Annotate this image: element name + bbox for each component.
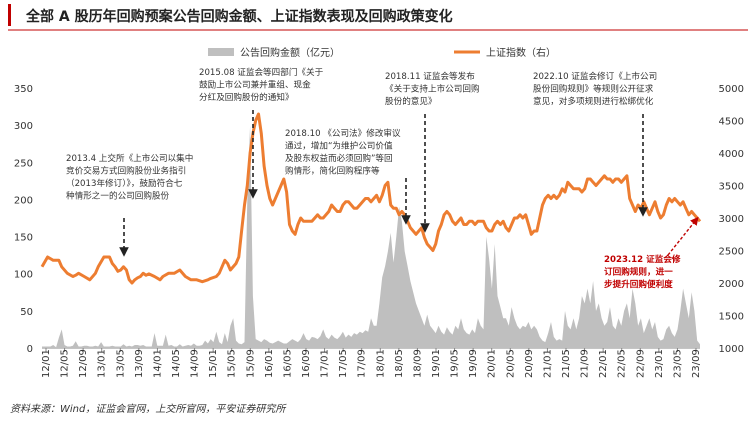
y-right-tick-label: 1500 [719,312,744,323]
x-tick-label: 23/05 [672,349,683,378]
annotation-text-line: 步提升回购便利度 [604,278,673,290]
annotation-text-line: 竞价交易方式回购股份业务指引 [66,165,186,177]
annotation-text-line: 2022.10 证监会修订《上市公司 [533,70,657,82]
annotation-text-line: 种情形之一的公司回购股份 [66,190,170,202]
annotation-text-line: （2013年修订）》，鼓励符合七 [66,177,183,189]
y-left-tick-label: 250 [14,158,33,169]
annotation-text-line: 2023.12 证监会修 [604,253,681,265]
title-accent-bar [8,4,11,26]
y-right-tick-label: 1000 [719,344,744,355]
x-tick-label: 18/09 [412,349,423,378]
series-area-buyback [42,125,700,348]
series-line-sse-index [40,112,702,285]
annotations: 2013.4 上交所《上市公司以集中竞价交易方式回购股份业务指引（2013年修订… [66,66,699,290]
x-tick-label: 16/09 [301,349,312,378]
annotation-text-line: 鼓励上市公司兼并重组、现金 [199,79,311,91]
x-tick-label: 21/09 [580,349,591,378]
x-tick-label: 21/01 [542,349,553,378]
x-tick-label: 19/09 [468,349,479,378]
x-tick-label: 14/09 [190,349,201,378]
y-right-tick-label: 2000 [719,279,744,290]
x-tick-label: 18/05 [394,349,405,378]
x-tick-label: 23/01 [654,349,665,378]
y-left-tick-label: 150 [14,233,33,244]
y-left-tick-label: 300 [14,121,33,132]
axes: 0 50 100 150 200 250 300 350 1000 1500 2000 2500 300… [14,84,744,378]
x-tick-label: 19/05 [450,349,461,378]
x-tick-label: 19/01 [431,349,442,378]
x-tick-label: 14/01 [152,349,163,378]
x-tick-label: 15/05 [227,349,238,378]
annotation-text-line: 股份回购规则》等规则公开征求 [533,83,654,95]
legend-swatch-area [208,48,234,56]
annotation-text-line: 2013.4 上交所《上市公司以集中 [66,152,193,164]
y-left-tick-label: 100 [14,270,33,281]
annotation-text-line: 购情形，简化回购程序等 [285,165,380,177]
x-tick-label: 23/09 [691,349,702,378]
x-tick-label: 13/01 [97,349,108,378]
x-tick-label: 15/01 [208,349,219,378]
page-title: 全部 A 股历年回购预案公告回购金额、上证指数表现及回购政策变化 [25,8,453,25]
annotation-a1: 2013.4 上交所《上市公司以集中竞价交易方式回购股份业务指引（2013年修订… [66,152,193,257]
x-tick-label: 20/01 [487,349,498,378]
annotation-a5: 2022.10 证监会修订《上市公司股份回购规则》等规则公开征求意见，对多项规则… [533,70,657,217]
x-tick-label: 16/05 [282,349,293,378]
y-right-tick-label: 3000 [719,214,744,225]
x-tick-label: 17/09 [357,349,368,378]
x-tick-label: 13/09 [134,349,145,378]
annotation-a2: 2015.08 证监会等四部门《关于鼓励上市公司兼并重组、现金分红及回购股份的通… [199,66,324,199]
y-left-tick-label: 200 [14,195,33,206]
series-line-group [40,112,702,285]
annotation-text-line: 2018.11 证监会等发布 [385,70,475,82]
legend: 公告回购金额（亿元） 上证指数（右） [208,46,556,59]
y-right-tick-label: 2500 [719,247,744,258]
series-area-group [42,125,700,348]
annotation-text-line: 意见，对多项规则进行松绑优化 [533,95,654,107]
x-tick-label: 22/05 [617,349,628,378]
x-tick-label: 20/09 [524,349,535,378]
annotation-text-line: 及股东权益而必须回购”等回 [285,152,393,164]
annotation-text-line: 2015.08 证监会等四部门《关于 [199,66,324,78]
y-right-tick-label: 4000 [719,149,744,160]
x-tick-label: 20/05 [505,349,516,378]
x-tick-label: 14/05 [171,349,182,378]
y-right-tick-label: 3500 [719,182,744,193]
y-right-tick-label: 5000 [719,84,744,95]
y-right-tick-label: 4500 [719,117,744,128]
x-tick-label: 16/01 [264,349,275,378]
x-tick-label: 12/01 [41,349,52,378]
x-tick-label: 22/09 [635,349,646,378]
x-tick-label: 12/09 [78,349,89,378]
x-tick-label: 18/01 [375,349,386,378]
y-left-tick-label: 350 [14,84,33,95]
legend-label-line: 上证指数（右） [486,46,556,59]
annotation-arrow [667,216,699,256]
x-tick-label: 21/05 [561,349,572,378]
annotation-text-line: 股份的意见》 [385,95,437,107]
annotation-text-line: 《关于支持上市公司回购 [385,83,480,95]
x-tick-label: 12/05 [60,349,71,378]
x-tick-label: 17/05 [338,349,349,378]
legend-label-area: 公告回购金额（亿元） [240,46,340,59]
y-left-tick-label: 0 [27,344,33,355]
annotation-text-line: 2018.10 《公司法》修改审议 [285,127,401,139]
x-tick-label: 22/01 [598,349,609,378]
x-tick-label: 13/05 [115,349,126,378]
x-tick-label: 17/01 [320,349,331,378]
x-tick-label: 15/09 [245,349,256,378]
annotation-text-line: 分红及回购股份的通知》 [199,91,294,103]
annotation-text-line: 通过，增加“为维护公司价值 [285,140,393,152]
annotation-text-line: 订回购规则，进一 [604,266,673,278]
annotation-a3: 2018.10 《公司法》修改审议通过，增加“为维护公司价值及股东权益而必须回购… [285,127,411,225]
y-left-tick-label: 50 [20,307,33,318]
source-note: 资料来源：Wind，证监会官网，上交所官网，平安证券研究所 [10,403,287,415]
